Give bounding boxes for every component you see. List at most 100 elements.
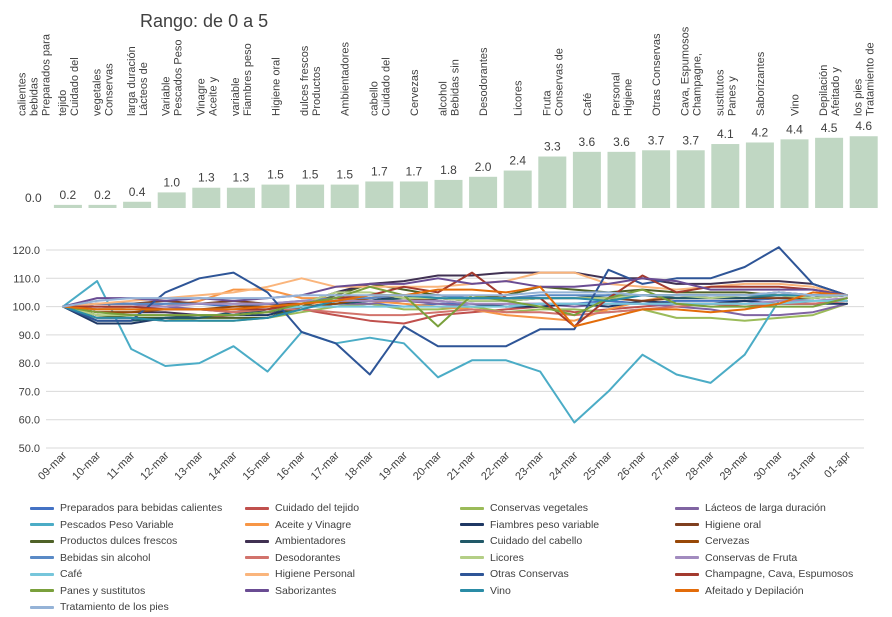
legend-item: Vino xyxy=(460,585,511,597)
bar xyxy=(123,201,152,208)
legend-item: Champagne, Cava, Espumosos xyxy=(675,568,853,580)
legend-item: Ambientadores xyxy=(245,535,346,547)
legend-swatch xyxy=(245,556,269,559)
legend-label: Tratamiento de los pies xyxy=(60,601,169,613)
legend-label: Licores xyxy=(490,551,524,564)
x-tick-label: 26-mar xyxy=(615,449,648,482)
bar xyxy=(642,150,671,208)
bar-value-label: 2.4 xyxy=(509,154,526,168)
legend-label: Champagne, Cava, Espumosos xyxy=(705,568,854,580)
x-tick-label: 30-mar xyxy=(752,449,785,482)
legend-item: Cervezas xyxy=(675,535,749,547)
bar-value-label: 3.3 xyxy=(544,140,561,154)
series-line xyxy=(62,280,848,424)
bar-category-label: Pescados PesoVariable xyxy=(161,40,185,116)
bar-category-label: Otras Conservas xyxy=(651,33,663,116)
legend-item: Lácteos de larga duración xyxy=(675,502,826,514)
bar xyxy=(365,181,394,208)
bar-category-label: Productosdulces frescos xyxy=(299,45,323,116)
bar xyxy=(53,204,82,208)
x-tick-label: 21-mar xyxy=(445,449,478,482)
bar xyxy=(538,156,567,208)
legend-item: Higiene Personal xyxy=(245,568,355,580)
bar-category-label: HigienePersonal xyxy=(611,73,635,116)
legend-item: Pescados Peso Variable xyxy=(30,519,174,531)
legend-item: Fiambres peso variable xyxy=(460,519,599,531)
legend-label: Higiene Personal xyxy=(275,568,355,580)
bar-category-label: Licores xyxy=(513,80,525,116)
legend-swatch xyxy=(30,556,54,559)
x-tick-label: 20-mar xyxy=(411,449,444,482)
bar-value-label: 3.7 xyxy=(648,133,665,147)
x-tick-label: 16-mar xyxy=(275,449,308,482)
bar-value-label: 0.2 xyxy=(60,188,77,202)
legend-label: Productos dulces frescos xyxy=(60,535,178,547)
bar-value-label: 1.7 xyxy=(406,164,423,178)
bar xyxy=(296,184,325,208)
bar-category-label: Ambientadores xyxy=(340,42,352,116)
bar xyxy=(607,151,636,208)
series-line xyxy=(62,291,848,308)
bar-value-label: 1.7 xyxy=(371,164,388,178)
bar-value-label: 4.5 xyxy=(821,121,838,135)
bar-value-label: 1.0 xyxy=(163,175,180,189)
bar xyxy=(434,179,463,208)
bar xyxy=(849,136,878,208)
legend-item: Cuidado del tejido xyxy=(245,502,359,514)
bar-category-label: Lácteos delarga duración xyxy=(126,46,150,116)
legend-swatch xyxy=(245,572,269,576)
x-tick-label: 19-mar xyxy=(377,449,410,482)
bar xyxy=(261,184,290,208)
legend-label: Cuidado del cabello xyxy=(490,535,583,547)
bar-category-label: Afeitado yDepilación xyxy=(818,65,842,116)
x-tick-label: 18-mar xyxy=(343,449,376,482)
legend-item: Desodorantes xyxy=(245,552,340,564)
legend-swatch xyxy=(460,523,484,526)
x-tick-label: 01-apr xyxy=(822,449,853,480)
bar-category-label: Cuidado deltejido xyxy=(57,57,81,116)
legend-item: Afeitado y Depilación xyxy=(675,585,804,597)
legend-label: Conservas vegetales xyxy=(490,502,589,514)
bar xyxy=(330,184,359,208)
bar-value-label: 3.7 xyxy=(682,133,699,147)
x-tick-label: 29-mar xyxy=(718,449,751,482)
legend-label: Café xyxy=(60,568,83,580)
bar xyxy=(780,139,809,208)
legend-label: Lácteos de larga duración xyxy=(705,502,826,514)
y-tick-label: 90.0 xyxy=(19,330,40,342)
bar-category-label: Saborizantes xyxy=(755,51,767,116)
x-tick-label: 10-mar xyxy=(70,449,103,482)
bar xyxy=(503,170,532,208)
x-tick-label: 28-mar xyxy=(684,449,717,482)
bar xyxy=(157,192,186,208)
legend-label: Panes y sustitutos xyxy=(60,584,146,597)
legend-item: Saborizantes xyxy=(245,585,336,597)
legend-item: Otras Conservas xyxy=(460,568,569,580)
legend-swatch xyxy=(30,539,54,543)
bar-category-label: Fiambres pesovariable xyxy=(230,43,254,116)
bar-category-label: Aceite yVinagre xyxy=(195,76,219,116)
bar-value-label: 0.0 xyxy=(25,191,42,205)
y-tick-label: 110.0 xyxy=(13,273,40,285)
legend-swatch xyxy=(30,589,54,592)
bar-value-label: 2.0 xyxy=(475,160,492,174)
legend-swatch xyxy=(30,506,54,510)
bar xyxy=(469,176,498,208)
legend-swatch xyxy=(675,572,699,576)
legend-swatch xyxy=(675,506,699,510)
bar-value-label: 1.5 xyxy=(336,168,353,182)
legend-item: Conservas vegetales xyxy=(460,502,588,514)
bar-value-label: 1.5 xyxy=(302,168,319,182)
x-tick-label: 11-mar xyxy=(105,449,138,482)
legend-label: Fiambres peso variable xyxy=(490,518,600,531)
legend-swatch xyxy=(675,539,699,543)
bar xyxy=(745,142,774,208)
legend-swatch xyxy=(30,572,54,576)
bar-value-label: 4.4 xyxy=(786,122,803,136)
bar-value-label: 4.6 xyxy=(855,119,872,133)
legend-item: Licores xyxy=(460,552,524,564)
legend-swatch xyxy=(460,539,484,543)
legend-swatch xyxy=(245,589,269,592)
legend-item: Conservas de Fruta xyxy=(675,552,797,564)
legend-label: Pescados Peso Variable xyxy=(60,518,174,531)
